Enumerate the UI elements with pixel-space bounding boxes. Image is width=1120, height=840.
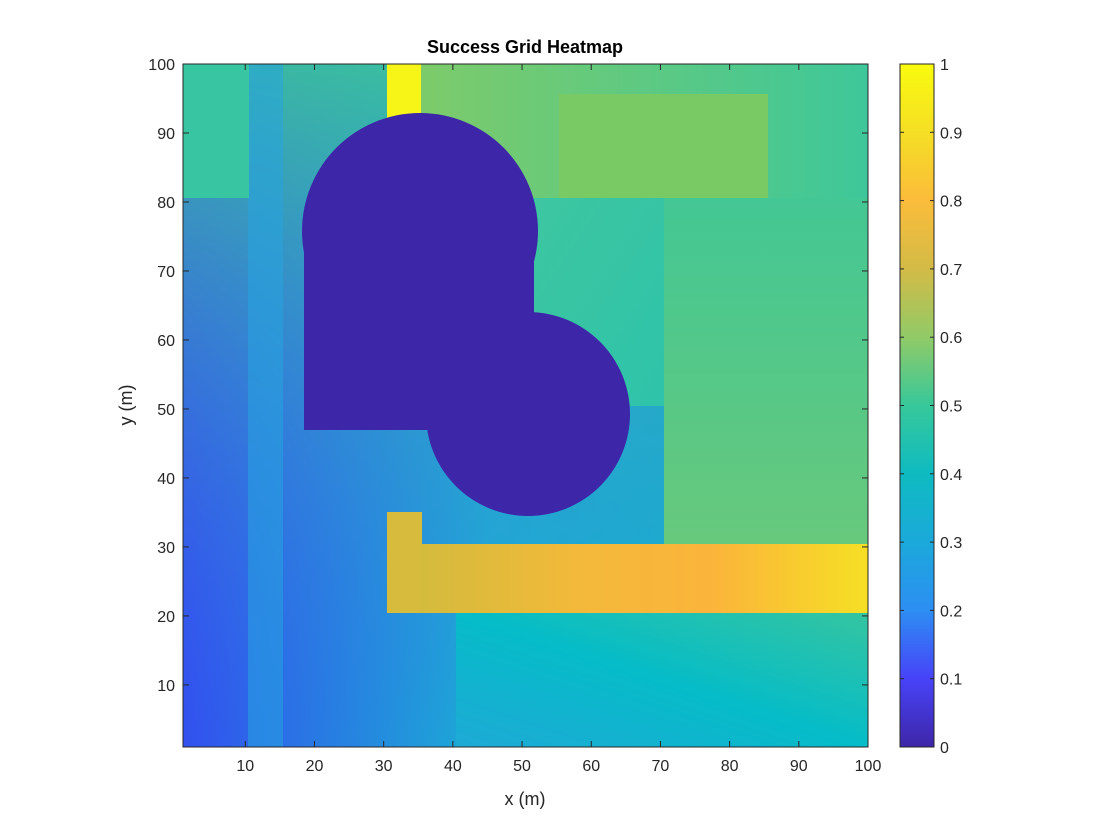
colorbar-tick-label: 0.2 xyxy=(940,603,962,620)
x-tick-label: 30 xyxy=(375,758,393,775)
colorbar-tick-label: 0.4 xyxy=(940,467,962,484)
colorbar-tick-label: 1 xyxy=(940,57,949,74)
obstacle-core xyxy=(304,230,534,430)
x-axis-ticks: 10 20 30 40 50 60 70 80 90 100 xyxy=(236,64,881,775)
x-tick-label: 90 xyxy=(790,758,808,775)
y-axis-ticks: 10 20 30 40 50 60 70 80 90 100 xyxy=(148,57,868,695)
colorbar-tick-label: 0.1 xyxy=(940,672,962,689)
heatmap-area xyxy=(183,64,868,747)
corridor-vertical-bottom xyxy=(387,512,422,613)
y-tick-label: 40 xyxy=(157,471,175,488)
y-tick-label: 20 xyxy=(157,609,175,626)
x-axis-label: x (m) xyxy=(505,789,546,809)
y-axis-label: y (m) xyxy=(116,385,136,426)
colorbar-tick-label: 0.9 xyxy=(940,125,962,142)
x-tick-label: 70 xyxy=(652,758,670,775)
corridor-horizontal xyxy=(421,544,868,613)
region-upper-left-block xyxy=(183,64,249,198)
region-upper-right-block xyxy=(559,94,768,198)
plot-frame xyxy=(182,63,869,748)
x-tick-label: 100 xyxy=(855,758,882,775)
region-lower-band xyxy=(456,612,868,747)
x-tick-label: 50 xyxy=(513,758,531,775)
colorbar-tick-label: 0.7 xyxy=(940,262,962,279)
colorbar-ticks: 0 0.1 0.2 0.3 0.4 0.5 0.6 0.7 0.8 0.9 1 xyxy=(900,57,962,757)
colorbar-tick-label: 0.5 xyxy=(940,399,962,416)
y-tick-label: 80 xyxy=(157,195,175,212)
y-tick-label: 60 xyxy=(157,333,175,350)
colorbar xyxy=(899,63,935,748)
x-tick-label: 60 xyxy=(582,758,600,775)
colorbar-tick-label: 0.8 xyxy=(940,194,962,211)
colorbar-tick-label: 0.3 xyxy=(940,535,962,552)
x-tick-label: 10 xyxy=(236,758,254,775)
y-tick-label: 50 xyxy=(157,402,175,419)
x-tick-label: 80 xyxy=(721,758,739,775)
region-left-strip xyxy=(248,64,283,747)
colorbar-tick-label: 0 xyxy=(940,740,949,757)
y-tick-label: 100 xyxy=(148,57,175,74)
colorbar-tick-label: 0.6 xyxy=(940,330,962,347)
x-tick-label: 20 xyxy=(306,758,324,775)
y-tick-label: 30 xyxy=(157,540,175,557)
x-tick-label: 40 xyxy=(444,758,462,775)
y-tick-label: 70 xyxy=(157,264,175,281)
y-tick-label: 10 xyxy=(157,678,175,695)
region-right-band xyxy=(664,198,868,544)
y-tick-label: 90 xyxy=(157,126,175,143)
chart-title: Success Grid Heatmap xyxy=(427,37,623,57)
obstacle xyxy=(302,113,630,516)
